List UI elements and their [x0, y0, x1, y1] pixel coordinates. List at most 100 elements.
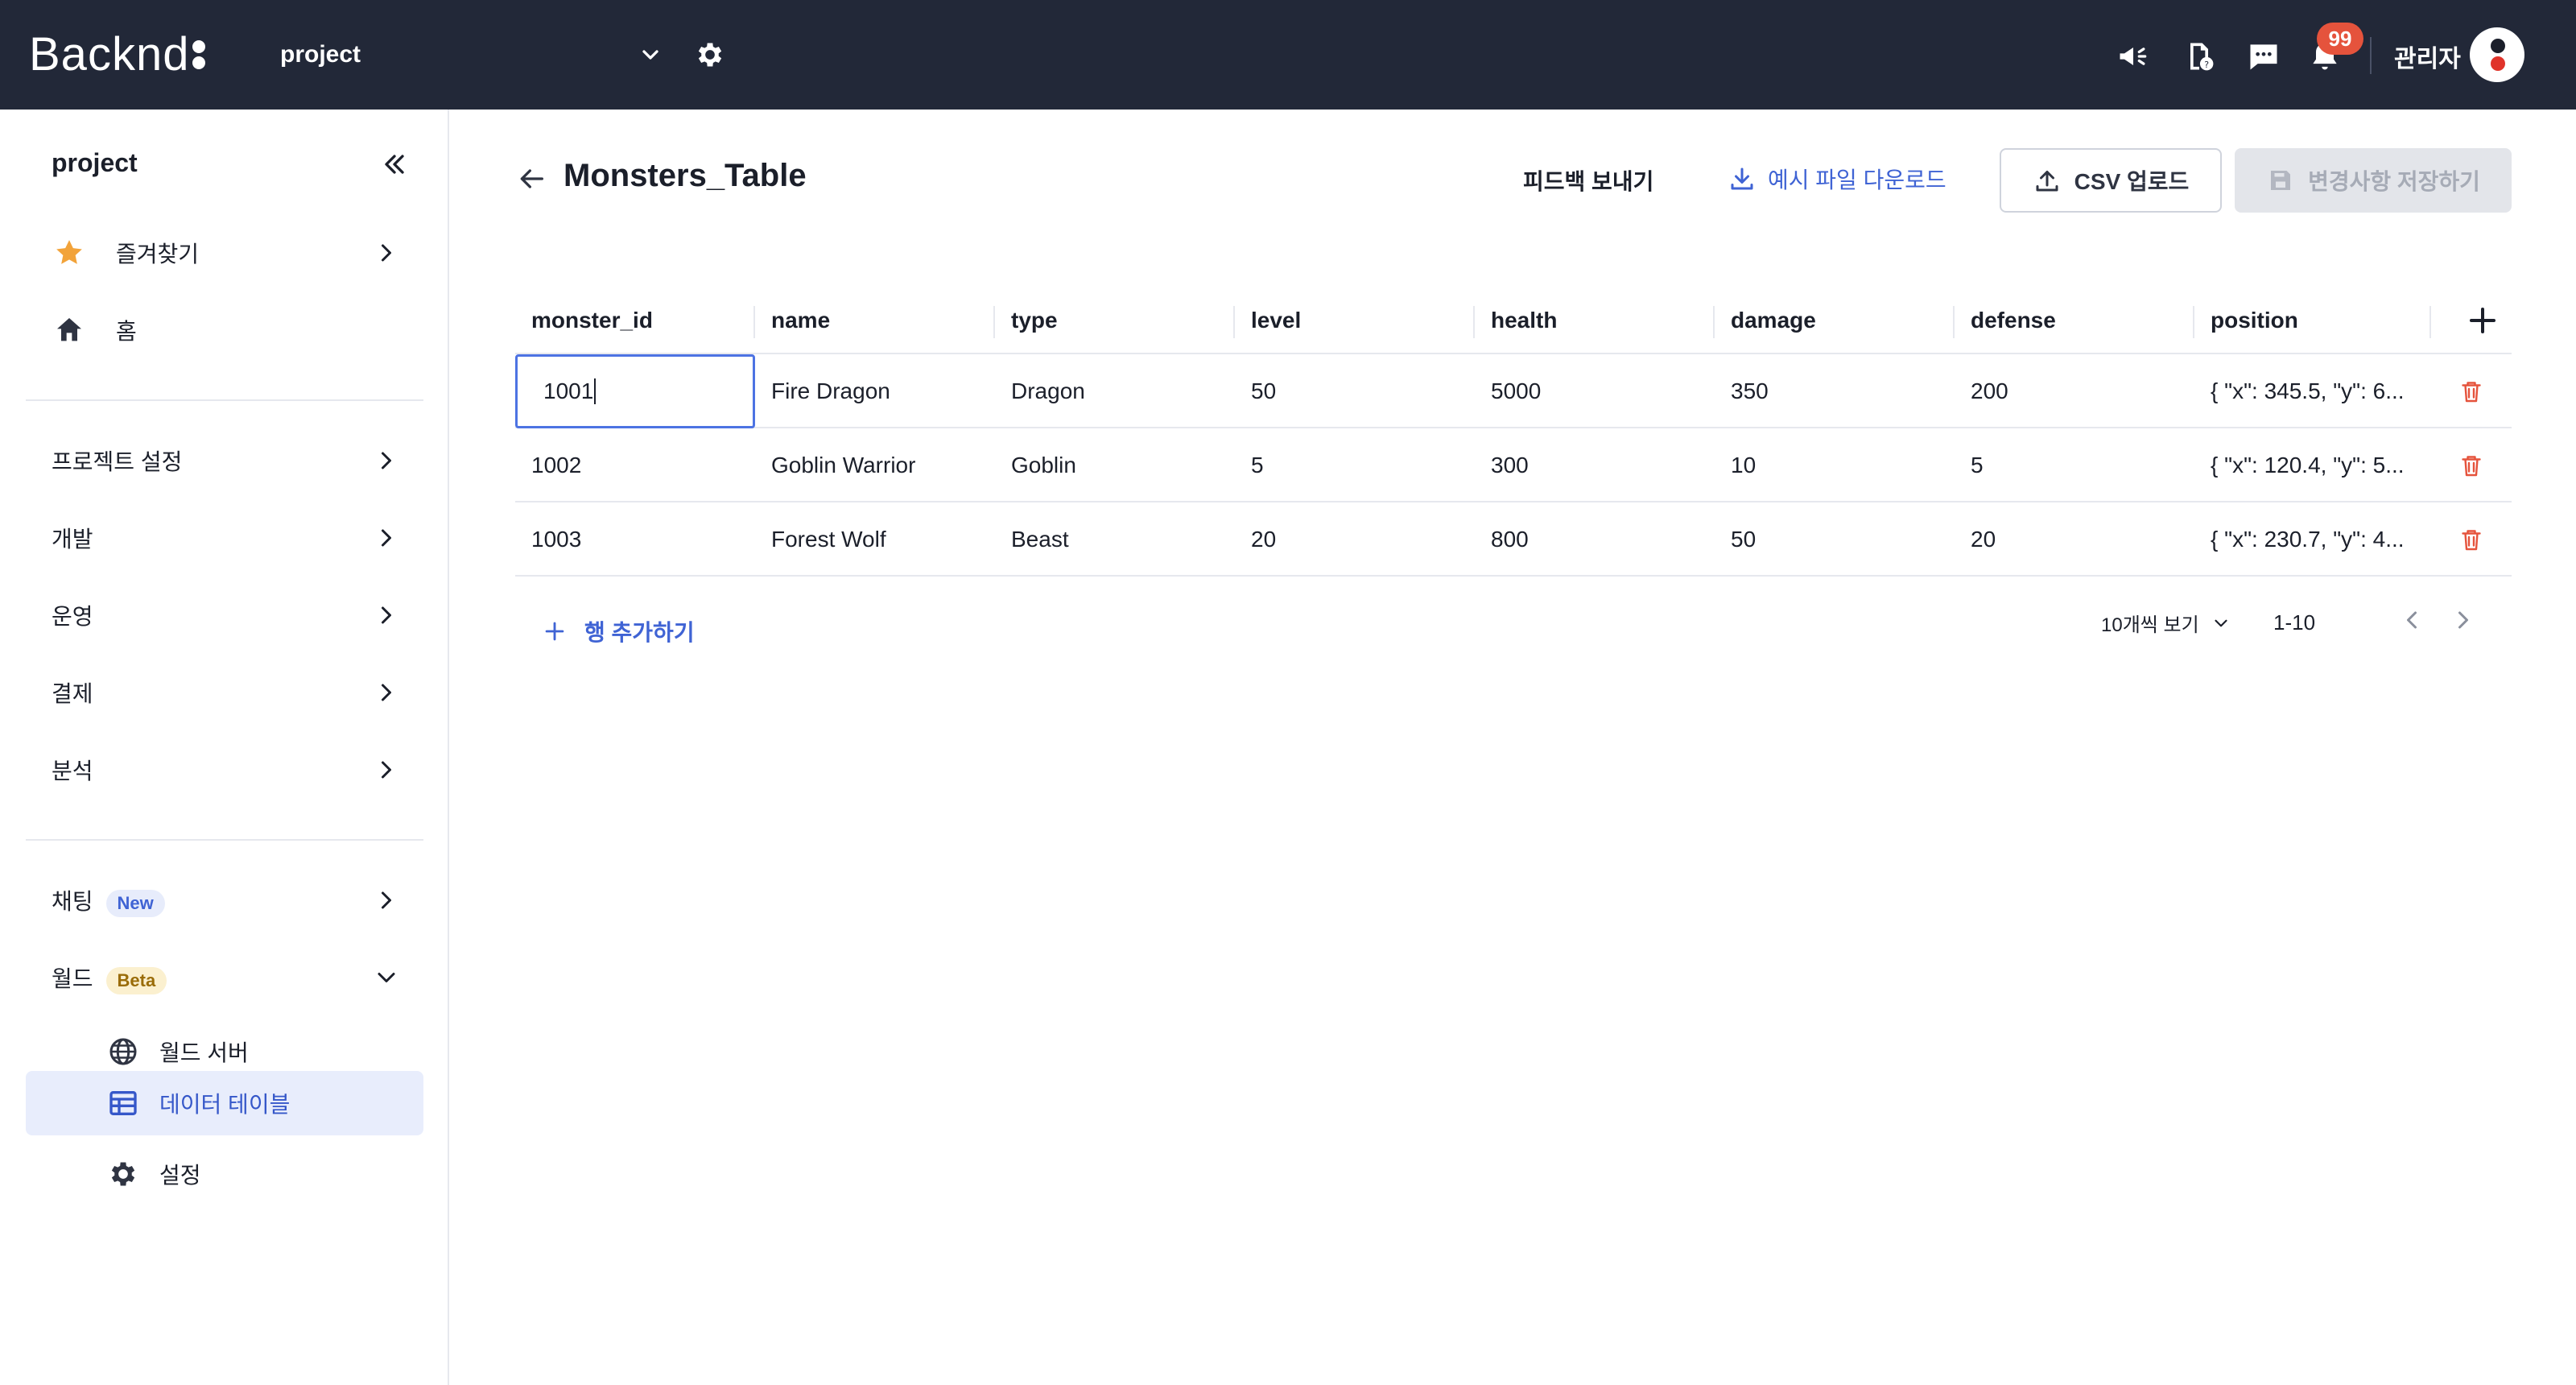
sidebar-item-analytics[interactable]: 분석 — [26, 738, 423, 802]
page-size-select[interactable]: 10개씩 보기 — [2101, 609, 2231, 637]
sidebar-subitem-world-server[interactable]: 월드 서버 — [26, 1019, 423, 1084]
star-icon — [52, 235, 87, 271]
table-cell[interactable]: 1003 — [531, 527, 582, 552]
plus-icon — [545, 622, 564, 641]
table-cell[interactable]: 10 — [1731, 453, 1757, 478]
chevron-right-icon — [382, 761, 391, 779]
collapse-sidebar-icon[interactable] — [378, 148, 411, 180]
column-divider — [1953, 306, 1955, 338]
table-cell[interactable]: 5 — [1971, 453, 1984, 478]
data-table: monster_id name type level health damage… — [515, 287, 2512, 577]
table-row[interactable]: 1002 Goblin Warrior Goblin 5 300 10 5 { … — [515, 428, 2512, 502]
add-row-button[interactable]: 행 추가하기 — [541, 615, 695, 647]
document-help-icon[interactable]: ? — [2182, 39, 2217, 74]
sidebar-divider — [26, 839, 423, 841]
sidebar-item-home[interactable]: 홈 — [26, 298, 423, 362]
table-cell[interactable]: { "x": 230.7, "y": 4... — [2211, 527, 2405, 552]
sidebar-item-development[interactable]: 개발 — [26, 506, 423, 570]
feedback-button[interactable]: 피드백 보내기 — [1523, 169, 1654, 194]
csv-upload-button[interactable]: CSV 업로드 — [2000, 148, 2222, 213]
column-divider — [2429, 306, 2431, 338]
topbar-divider — [2370, 37, 2372, 74]
table-cell[interactable]: Beast — [1011, 527, 1069, 552]
download-sample-button[interactable]: 예시 파일 다운로드 — [1728, 161, 1946, 196]
table-row[interactable]: 1003 Forest Wolf Beast 20 800 50 20 { "x… — [515, 502, 2512, 577]
admin-name[interactable]: 관리자 — [2394, 46, 2461, 72]
column-header[interactable]: damage — [1731, 308, 1816, 333]
table-cell[interactable]: Goblin — [1011, 453, 1076, 478]
chevron-right-icon[interactable] — [2449, 606, 2478, 635]
beta-badge: Beta — [105, 966, 167, 994]
trash-icon[interactable] — [2457, 525, 2486, 554]
column-header[interactable]: type — [1011, 308, 1058, 333]
brand-logo[interactable]: Backnd — [29, 27, 206, 81]
sidebar-subitem-settings[interactable]: 설정 — [26, 1142, 423, 1206]
table-cell[interactable]: 5 — [1251, 453, 1264, 478]
download-icon — [1731, 167, 1753, 190]
table-cell[interactable]: 20 — [1251, 527, 1277, 552]
sidebar-item-label: 즐겨찾기 — [116, 242, 200, 267]
column-header[interactable]: name — [771, 308, 831, 333]
sidebar-subitem-data-table[interactable]: 데이터 테이블 — [26, 1071, 423, 1135]
table-cell[interactable]: 300 — [1491, 453, 1529, 478]
table-cell[interactable]: 350 — [1731, 378, 1769, 403]
add-column-icon[interactable] — [2463, 301, 2502, 340]
notification-badge: 99 — [2317, 23, 2363, 55]
column-divider — [1473, 306, 1475, 338]
save-changes-label: 변경사항 저장하기 — [2308, 169, 2480, 194]
table-header: monster_id name type level health damage… — [515, 287, 2512, 354]
table-cell[interactable]: 50 — [1731, 527, 1757, 552]
table-cell[interactable]: { "x": 120.4, "y": 5... — [2211, 453, 2405, 478]
chevron-right-icon — [382, 606, 391, 624]
table-cell[interactable]: 1002 — [531, 453, 582, 478]
trash-icon[interactable] — [2457, 451, 2486, 480]
column-header[interactable]: health — [1491, 308, 1558, 333]
column-header[interactable]: level — [1251, 308, 1302, 333]
chat-bubble-icon[interactable] — [2246, 39, 2281, 74]
sidebar-title: project — [52, 148, 138, 177]
chevron-down-icon — [642, 50, 658, 60]
table-cell[interactable]: Goblin Warrior — [771, 453, 916, 478]
table-cell[interactable]: 800 — [1491, 527, 1529, 552]
page-range: 1-10 — [2273, 610, 2316, 635]
sidebar-item-label: 월드 Beta — [52, 961, 372, 994]
top-bar: Backnd project ? 99 관리자 — [0, 0, 2576, 110]
save-changes-button[interactable]: 변경사항 저장하기 — [2235, 148, 2512, 213]
table-cell[interactable]: 200 — [1971, 378, 2008, 403]
table-cell[interactable]: 50 — [1251, 378, 1277, 403]
sidebar-item-project-settings[interactable]: 프로젝트 설정 — [26, 428, 423, 493]
table-cell[interactable]: 20 — [1971, 527, 1996, 552]
globe-icon — [106, 1035, 140, 1069]
project-select[interactable]: project — [280, 35, 663, 74]
sidebar-item-favorites[interactable]: 즐겨찾기 — [26, 221, 423, 285]
sidebar-item-world[interactable]: 월드 Beta — [26, 945, 423, 1010]
chevron-left-icon[interactable] — [2397, 606, 2426, 635]
table-cell[interactable]: Fire Dragon — [771, 378, 890, 403]
sidebar-item-chatting[interactable]: 채팅 New — [26, 868, 423, 932]
chevron-down-icon — [2215, 619, 2227, 626]
table-cell[interactable]: 5000 — [1491, 378, 1542, 403]
page-title: Monsters_Table — [564, 158, 807, 193]
trash-icon[interactable] — [2457, 377, 2486, 406]
cell-editor-input[interactable]: 1001 — [515, 354, 755, 428]
save-icon — [2271, 171, 2291, 190]
column-header[interactable]: position — [2211, 308, 2298, 333]
table-cell[interactable]: { "x": 345.5, "y": 6... — [2211, 378, 2405, 403]
table-row[interactable]: 1001 Fire Dragon Dragon 50 5000 350 200 … — [515, 354, 2512, 428]
svg-text:?: ? — [2204, 60, 2209, 70]
sidebar-item-payment[interactable]: 결제 — [26, 660, 423, 725]
column-header[interactable]: monster_id — [531, 308, 653, 333]
home-icon — [52, 312, 87, 348]
avatar[interactable] — [2470, 27, 2524, 82]
chevron-right-icon — [382, 529, 391, 547]
download-sample-label: 예시 파일 다운로드 — [1768, 167, 1946, 192]
table-cell[interactable]: Forest Wolf — [771, 527, 886, 552]
back-arrow-icon[interactable] — [515, 163, 547, 195]
table-cell[interactable]: Dragon — [1011, 378, 1085, 403]
megaphone-icon[interactable] — [2116, 39, 2151, 74]
sidebar: project 즐겨찾기 홈 프로젝트 설정 개발 운영 결제 분석 채팅 New… — [0, 110, 449, 1385]
column-header[interactable]: defense — [1971, 308, 2056, 333]
sidebar-item-label: 운영 — [52, 604, 93, 629]
project-settings-gear-icon[interactable] — [694, 39, 726, 71]
sidebar-item-operation[interactable]: 운영 — [26, 583, 423, 647]
